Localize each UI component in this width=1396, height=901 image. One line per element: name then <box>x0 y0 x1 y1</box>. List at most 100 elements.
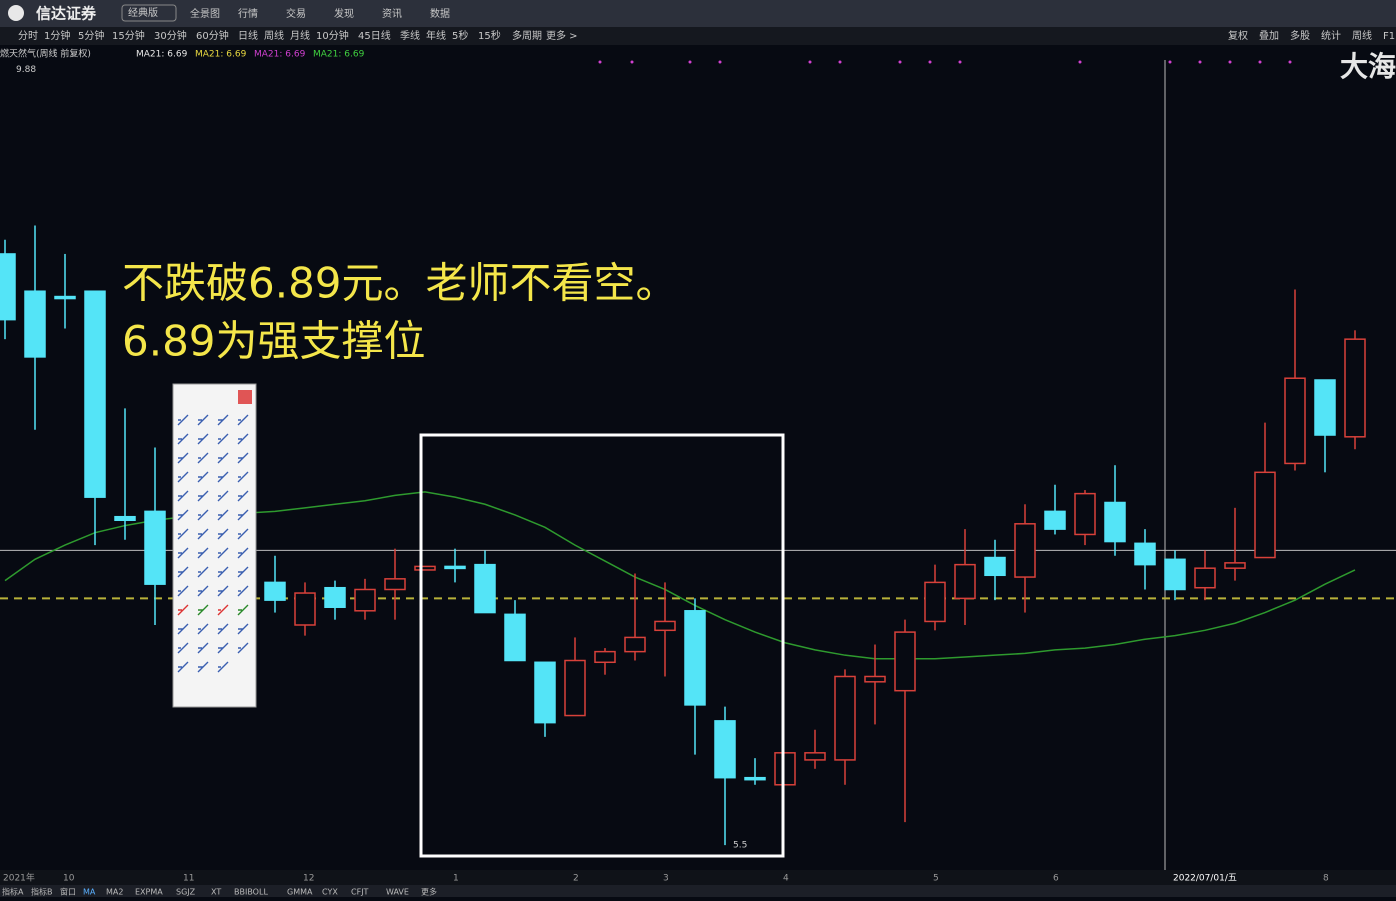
tool-item[interactable]: 叠加 <box>1259 30 1279 42</box>
period-item[interactable]: 5秒 <box>452 29 468 42</box>
tool-item[interactable]: 复权 <box>1228 29 1248 42</box>
tool-icon[interactable] <box>237 566 249 578</box>
tool-icon[interactable] <box>177 604 189 616</box>
period-item[interactable]: 30分钟 <box>154 29 187 42</box>
tool-icon[interactable] <box>177 661 189 673</box>
indicator-tab[interactable]: EXPMA <box>135 888 163 897</box>
period-item[interactable]: 日线 <box>238 29 258 42</box>
menu-item[interactable]: 资讯 <box>382 8 402 20</box>
tool-icon[interactable] <box>177 414 189 426</box>
period-item[interactable]: 45日线 <box>358 29 391 42</box>
tool-icon[interactable] <box>237 433 249 445</box>
tool-icon[interactable] <box>217 490 229 502</box>
menu-item[interactable]: 发现 <box>334 7 354 20</box>
tool-icon[interactable] <box>237 452 249 464</box>
tool-icon[interactable] <box>217 623 229 635</box>
tool-icon[interactable] <box>177 623 189 635</box>
period-item[interactable]: 年线 <box>426 29 446 42</box>
tool-item[interactable]: F1 <box>1383 31 1395 42</box>
tool-icon[interactable] <box>177 642 189 654</box>
menu-item[interactable]: 行情 <box>238 7 258 20</box>
tool-icon[interactable] <box>237 471 249 483</box>
tool-icon[interactable] <box>237 528 249 540</box>
tool-icon[interactable] <box>177 490 189 502</box>
tool-icon[interactable] <box>217 509 229 521</box>
menu-item[interactable]: 全景图 <box>190 7 220 20</box>
period-item[interactable]: 月线 <box>290 29 310 42</box>
period-item[interactable]: 1分钟 <box>44 29 70 42</box>
period-item[interactable]: 60分钟 <box>196 29 229 42</box>
tool-icon[interactable] <box>177 509 189 521</box>
tool-icon[interactable] <box>177 566 189 578</box>
indicator-tab[interactable]: CFJT <box>351 888 369 897</box>
tool-icon[interactable] <box>237 642 249 654</box>
period-item[interactable]: 5分钟 <box>78 29 104 42</box>
close-button[interactable] <box>238 390 252 404</box>
tool-icon[interactable] <box>177 547 189 559</box>
tool-icon[interactable] <box>217 642 229 654</box>
tool-icon[interactable] <box>217 566 229 578</box>
tool-icon[interactable] <box>217 433 229 445</box>
tool-icon[interactable] <box>237 547 249 559</box>
tool-icon[interactable] <box>217 414 229 426</box>
indicator-tab[interactable]: 指标B <box>31 887 53 897</box>
tool-icon[interactable] <box>177 471 189 483</box>
tool-item[interactable]: 统计 <box>1321 29 1341 42</box>
tool-icon[interactable] <box>237 623 249 635</box>
tool-icon[interactable] <box>237 414 249 426</box>
tool-icon[interactable] <box>197 661 209 673</box>
tool-icon[interactable] <box>197 642 209 654</box>
tool-icon[interactable] <box>197 528 209 540</box>
tool-icon[interactable] <box>177 433 189 445</box>
tool-item[interactable]: 周线 <box>1352 29 1372 42</box>
tool-icon[interactable] <box>217 547 229 559</box>
tool-icon[interactable] <box>177 585 189 597</box>
indicator-tab[interactable]: XT <box>211 888 221 897</box>
tool-icon[interactable] <box>197 547 209 559</box>
indicator-tab[interactable]: SGJZ <box>176 888 196 897</box>
tool-icon[interactable] <box>217 528 229 540</box>
indicator-tab[interactable]: GMMA <box>287 888 313 897</box>
edition-button[interactable] <box>121 4 177 22</box>
tool-icon[interactable] <box>197 623 209 635</box>
tool-icon[interactable] <box>217 585 229 597</box>
tool-icon[interactable] <box>237 509 249 521</box>
tool-icon[interactable] <box>197 490 209 502</box>
tool-icon[interactable] <box>177 528 189 540</box>
edition[interactable]: 经典版 <box>128 6 158 19</box>
indicator-tab[interactable]: WAVE <box>386 888 409 897</box>
period-item[interactable]: 15秒 <box>478 29 501 42</box>
indicator-tab[interactable]: 指标A <box>2 887 24 897</box>
period-item[interactable]: 季线 <box>400 29 420 42</box>
period-item[interactable]: 10分钟 <box>316 29 349 42</box>
tool-icon[interactable] <box>197 604 209 616</box>
indicator-tab[interactable]: 窗口 <box>60 887 76 897</box>
tool-icon[interactable] <box>217 604 229 616</box>
indicator-tab[interactable]: MA <box>83 888 96 897</box>
tool-icon[interactable] <box>217 452 229 464</box>
tool-icon[interactable] <box>197 471 209 483</box>
tool-icon[interactable] <box>237 585 249 597</box>
tool-icon[interactable] <box>197 414 209 426</box>
tool-icon[interactable] <box>177 452 189 464</box>
tool-icon[interactable] <box>237 604 249 616</box>
period-item[interactable]: 周线 <box>264 29 284 42</box>
period-item[interactable]: 多周期 <box>512 29 542 42</box>
tool-icon[interactable] <box>237 490 249 502</box>
indicator-tab[interactable]: CYX <box>322 888 338 897</box>
tool-icon[interactable] <box>197 566 209 578</box>
indicator-tab[interactable]: 更多 <box>421 887 437 897</box>
tool-icon[interactable] <box>197 509 209 521</box>
menu-item[interactable]: 数据 <box>430 7 450 20</box>
tool-icon[interactable] <box>197 452 209 464</box>
tool-item[interactable]: 多股 <box>1290 29 1310 42</box>
period-item[interactable]: 分时 <box>18 30 38 42</box>
indicator-tab[interactable]: MA2 <box>106 888 123 897</box>
tool-icon[interactable] <box>197 585 209 597</box>
tool-icon[interactable] <box>197 433 209 445</box>
period-item[interactable]: 更多 > <box>546 29 578 42</box>
tool-icon[interactable] <box>217 471 229 483</box>
tool-icon[interactable] <box>217 661 229 673</box>
indicator-tab[interactable]: BBIBOLL <box>234 888 268 897</box>
period-item[interactable]: 15分钟 <box>112 29 145 42</box>
